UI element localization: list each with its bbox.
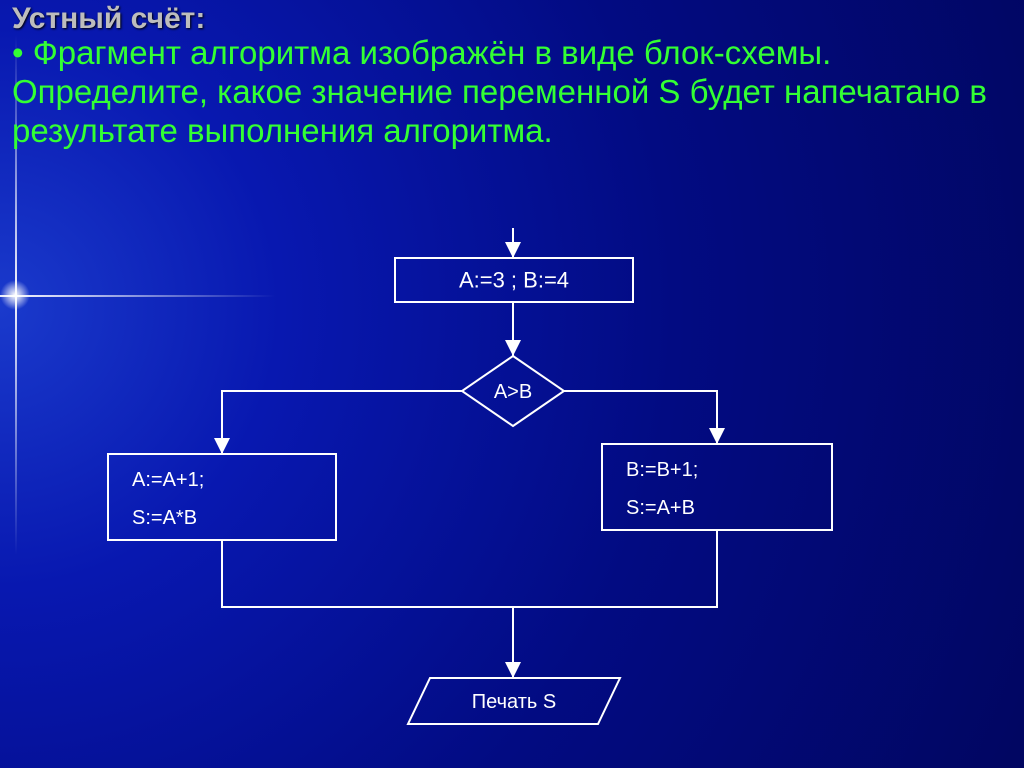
edge bbox=[513, 530, 717, 607]
node-label: S:=A*B bbox=[132, 507, 197, 529]
slide: Устный счёт: • Фрагмент алгоритма изобра… bbox=[0, 0, 1024, 768]
edge bbox=[564, 391, 717, 444]
flowchart: A:=3 ; B:=4 A>B A:=A+1; S:=A*B B:=B+1; S:=A+B… bbox=[0, 0, 1024, 768]
edge bbox=[222, 391, 462, 454]
node-label: Печать S bbox=[472, 691, 556, 713]
node-label: A>B bbox=[494, 381, 532, 403]
node-label: A:=3 ; B:=4 bbox=[459, 268, 569, 293]
node-label: S:=A+B bbox=[626, 497, 695, 519]
node-label: A:=A+1; bbox=[132, 469, 204, 491]
node-label: B:=B+1; bbox=[626, 459, 698, 481]
edge bbox=[222, 540, 513, 607]
